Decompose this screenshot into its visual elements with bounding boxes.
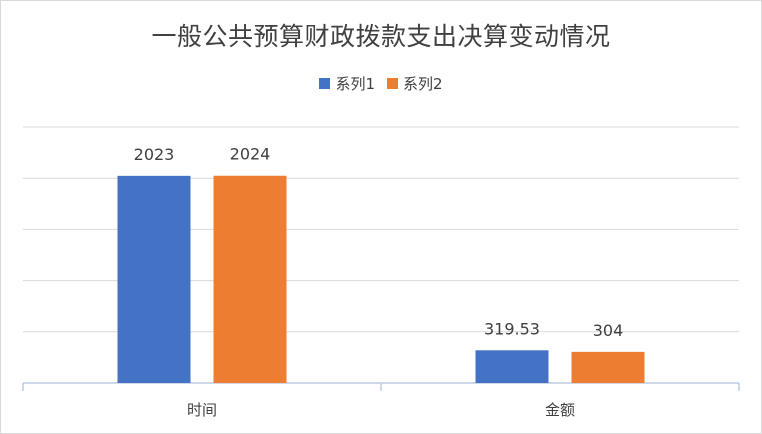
- data-label-series-2-2: 304: [593, 321, 624, 340]
- legend-swatch-series-2: [387, 78, 398, 89]
- legend-swatch-series-1: [319, 78, 331, 89]
- data-label-series-1-2: 319.53: [484, 319, 540, 338]
- legend-label-series-2: 系列2: [403, 75, 443, 93]
- x-tick-label-2: 金额: [545, 401, 575, 419]
- legend-item-series-2: 系列2: [387, 73, 443, 94]
- bar-series-2-2: [571, 351, 645, 383]
- data-label-series-1-1: 2023: [134, 145, 175, 164]
- chart-title: 一般公共预算财政拨款支出决算变动情况: [151, 22, 611, 51]
- legend-item-series-1: 系列1: [319, 73, 375, 94]
- bar-series-2-1: [213, 175, 287, 383]
- data-label-series-2-1: 2024: [230, 145, 271, 164]
- legend-label-series-1: 系列1: [335, 75, 375, 93]
- bar-series-1-2: [475, 350, 549, 383]
- bar-series-1-1: [117, 175, 191, 383]
- chart-legend: 系列1 系列2: [1, 73, 761, 94]
- x-tick-label-1: 时间: [187, 401, 217, 419]
